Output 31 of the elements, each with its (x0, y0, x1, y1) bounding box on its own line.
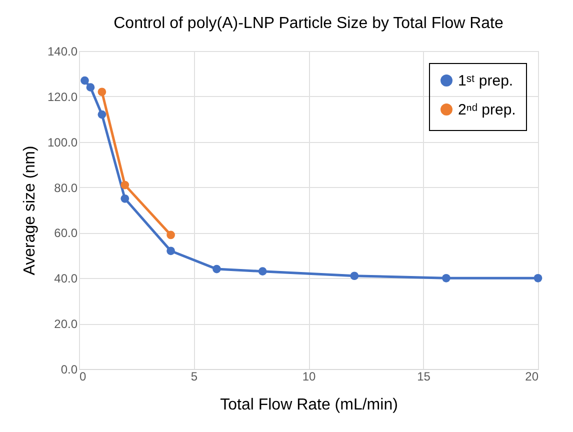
point (534, 274, 542, 282)
y-tick-label: 60.0 (54, 226, 78, 240)
y-tick-label: 140.0 (47, 44, 78, 58)
point (80, 76, 89, 85)
point (98, 110, 106, 119)
x-tick-label: 10 (302, 370, 316, 384)
x-tick-label: 20 (525, 370, 539, 384)
point (212, 264, 221, 274)
y-tick-label: 80.0 (54, 180, 78, 195)
y-tick-label: 100.0 (47, 135, 78, 150)
y-axis-title: Average size (nm) (21, 146, 38, 276)
legend-label: 2ⁿᵈ prep. (458, 102, 516, 118)
point (86, 83, 95, 92)
x-tick-label: 0 (80, 370, 86, 384)
point (120, 194, 130, 203)
x-axis-title: Total Flow Rate (mL/min) (220, 396, 398, 414)
y-tick-label: 20.0 (54, 317, 78, 332)
point (350, 272, 359, 280)
point (442, 274, 450, 282)
point (166, 230, 175, 240)
legend-label: 1ˢᵗ prep. (458, 72, 514, 90)
x-tick-label: 15 (417, 370, 431, 384)
y-tick-label: 120.0 (47, 90, 78, 104)
point (120, 180, 130, 190)
chart-title: Control of poly(A)-LNP Particle Size by Total Flow Rate (114, 15, 504, 32)
x-tick-label: 5 (190, 370, 198, 384)
point (258, 267, 267, 276)
point (98, 88, 106, 96)
y-tick-label: 40.0 (54, 272, 78, 286)
point (166, 246, 175, 256)
y-tick-label: 0.0 (60, 362, 78, 376)
